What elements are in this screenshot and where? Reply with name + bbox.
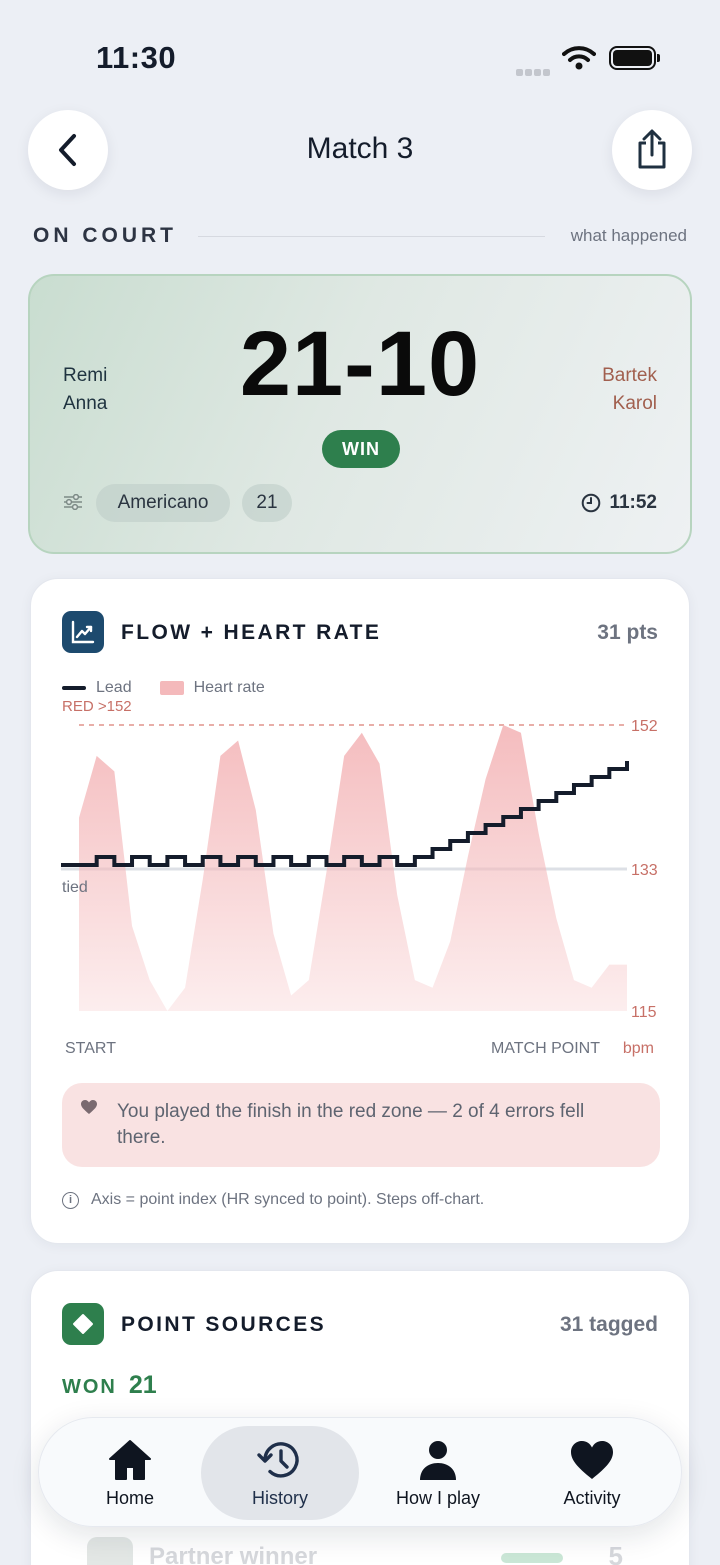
what-happened-link[interactable]: what happened — [570, 226, 687, 245]
result-badge: WIN — [322, 430, 400, 468]
legend-label-lead: Lead — [96, 679, 132, 696]
clock-icon — [582, 493, 601, 513]
diamond-icon — [62, 1303, 104, 1345]
y-tick-label: 133 — [631, 862, 658, 879]
tagged-count: 31 tagged — [559, 1313, 658, 1336]
history-icon — [257, 1442, 299, 1478]
tab-label: How I play — [395, 1488, 481, 1508]
player-name: Bartek — [602, 365, 657, 386]
chevron-left-icon — [59, 134, 76, 166]
tab-history[interactable]: History — [201, 1426, 359, 1520]
match-score: 21-10 — [239, 313, 481, 415]
won-count: 21 — [128, 1371, 157, 1399]
tab-label: Home — [105, 1488, 154, 1508]
chart-footnote: i Axis = point index (HR synced to point… — [62, 1191, 484, 1209]
footnote-text: Axis = point index (HR synced to point).… — [91, 1191, 485, 1208]
tab-how-i-play[interactable]: How I play — [359, 1426, 517, 1520]
format-chip: Americano — [96, 484, 230, 522]
share-button[interactable] — [612, 110, 692, 190]
bottom-tab-bar: Home History How I play Activity — [38, 1417, 682, 1527]
back-button[interactable] — [28, 110, 108, 190]
score-card: Remi Anna 21-10 Bartek Karol WIN America… — [28, 274, 692, 554]
red-zone-label: RED >152 — [62, 698, 132, 715]
tied-label: tied — [62, 879, 88, 896]
section-label: ON COURT — [33, 224, 177, 247]
tab-home[interactable]: Home — [51, 1426, 209, 1520]
y-tick-label: 152 — [631, 718, 658, 735]
chart-legend: Lead Heart rate — [62, 679, 265, 697]
card-title: POINT SOURCES — [121, 1313, 327, 1336]
flow-heart-rate-chart: 152 133 115 tied START MATCH POINT bpm — [61, 718, 658, 1057]
paw-icon — [87, 1537, 133, 1565]
won-summary: WON 21 — [62, 1371, 157, 1400]
share-icon — [638, 129, 666, 169]
x-tick-label-start: START — [65, 1040, 116, 1057]
cellular-signal-icon — [516, 63, 552, 81]
person-icon — [420, 1441, 456, 1480]
battery-icon — [609, 46, 660, 70]
flow-heart-rate-card: FLOW + HEART RATE 31 pts Lead Heart rate… — [30, 578, 690, 1244]
page-title: Match 3 — [306, 132, 414, 165]
section-divider — [198, 236, 545, 237]
status-time: 11:30 — [96, 40, 177, 75]
heart-icon — [571, 1441, 613, 1479]
info-icon: i — [62, 1191, 79, 1209]
team-right: Bartek Karol — [602, 362, 657, 418]
duration: 11:52 — [581, 492, 657, 514]
y-tick-label: 115 — [631, 1004, 657, 1021]
points-total: 31 pts — [597, 621, 658, 644]
chart-trend-icon — [62, 611, 104, 653]
insight-callout: You played the finish in the red zone — … — [62, 1083, 660, 1167]
source-bar — [501, 1553, 563, 1563]
duration-value: 11:52 — [609, 492, 657, 513]
sliders-icon — [64, 494, 82, 510]
tab-label: History — [251, 1488, 308, 1508]
legend-swatch-lead — [62, 686, 86, 690]
player-name: Karol — [612, 393, 657, 414]
legend-label-heart-rate: Heart rate — [193, 679, 265, 696]
won-label: WON — [62, 1376, 117, 1398]
source-label: Partner winner — [149, 1543, 318, 1565]
tab-activity[interactable]: Activity — [513, 1426, 671, 1520]
target-chip: 21 — [242, 484, 292, 522]
legend-swatch-heart-rate — [159, 681, 184, 695]
player-name: Anna — [63, 393, 108, 414]
team-left: Remi Anna — [63, 362, 107, 418]
card-title: FLOW + HEART RATE — [121, 621, 382, 644]
heart-rate-area — [79, 725, 627, 1011]
tab-label: Activity — [563, 1488, 621, 1508]
x-tick-label-end: MATCH POINT — [491, 1040, 600, 1057]
source-count: 5 — [608, 1541, 623, 1565]
unit-label: bpm — [623, 1040, 654, 1057]
home-icon — [109, 1440, 151, 1480]
wifi-icon — [562, 46, 596, 70]
list-item[interactable]: Partner winner 5 — [87, 1535, 623, 1565]
lead-step-line — [61, 761, 629, 867]
insight-text: You played the finish in the red zone — … — [117, 1101, 585, 1148]
heart-icon — [81, 1100, 97, 1114]
player-name: Remi — [63, 365, 108, 386]
